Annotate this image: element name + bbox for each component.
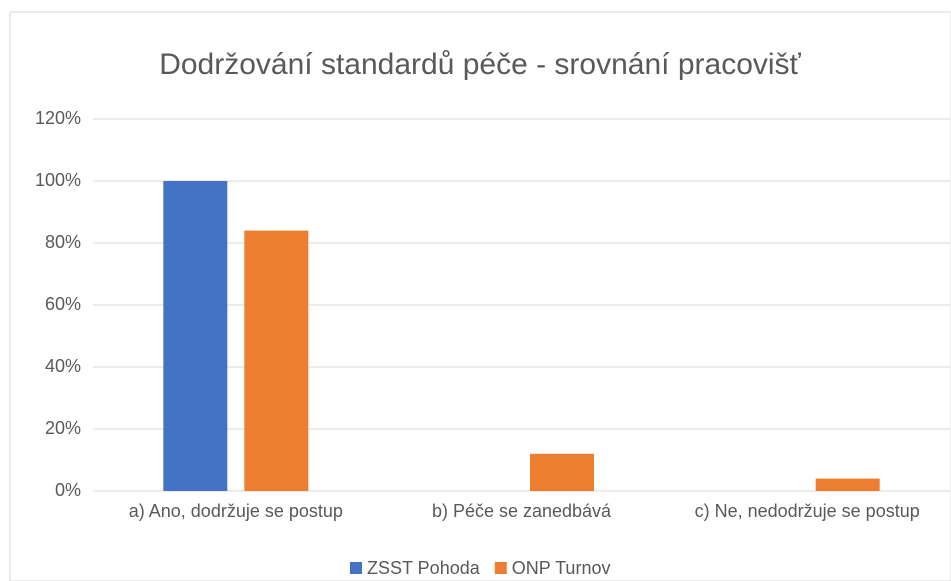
chart-frame — [9, 11, 951, 581]
bar — [530, 453, 594, 491]
x-tick-label: b) Péče se zanedbává — [432, 501, 612, 521]
y-tick-label: 0% — [55, 480, 81, 500]
x-tick-label: c) Ne, nedodržuje se postup — [695, 501, 920, 521]
legend-swatch — [350, 562, 362, 574]
y-tick-label: 60% — [45, 294, 81, 314]
chart-title: Dodržování standardů péče - srovnání pra… — [159, 48, 801, 81]
y-tick-label: 40% — [45, 356, 81, 376]
bar — [244, 230, 309, 491]
y-tick-label: 20% — [45, 418, 81, 438]
x-tick-label: a) Ano, dodržuje se postup — [129, 501, 343, 521]
bar — [163, 181, 228, 491]
y-tick-label: 120% — [35, 108, 81, 128]
legend-swatch — [494, 562, 507, 574]
y-tick-label: 100% — [35, 170, 81, 190]
legend-label: ONP Turnov — [512, 558, 611, 578]
y-tick-label: 80% — [45, 232, 81, 252]
bar — [815, 478, 880, 491]
legend-label: ZSST Pohoda — [367, 558, 481, 578]
